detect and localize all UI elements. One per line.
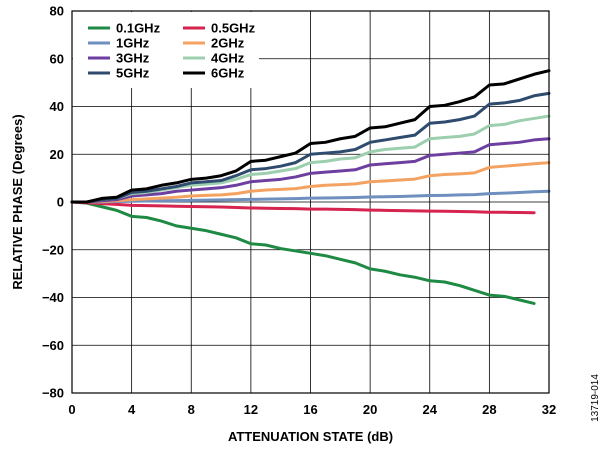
x-tick-label: 16	[303, 402, 317, 417]
legend-label: 1GHz	[116, 36, 150, 51]
y-tick-labels: −80 −60 −40 −20 0 20 40 60 80	[42, 4, 64, 401]
legend-label: 0.5GHz	[211, 21, 256, 36]
y-tick-label: −80	[42, 386, 64, 401]
series-line-1ghz	[70, 189, 551, 204]
series-line-2ghz	[70, 161, 551, 204]
legend-label: 5GHz	[116, 66, 150, 81]
legend-label: 0.1GHz	[116, 21, 161, 36]
y-tick-label: 20	[50, 147, 64, 162]
series-line-5ghz	[70, 91, 551, 204]
figure-id: 13719-014	[590, 374, 601, 422]
y-tick-label: 60	[50, 51, 64, 66]
x-axis-title: ATTENUATION STATE (dB)	[228, 429, 393, 444]
y-tick-label: 40	[50, 99, 64, 114]
x-tick-label: 20	[363, 402, 377, 417]
x-tick-label: 28	[482, 402, 496, 417]
x-tick-label: 32	[542, 402, 556, 417]
legend-label: 4GHz	[211, 51, 245, 66]
y-tick-label: −20	[42, 242, 64, 257]
x-tick-label: 8	[188, 402, 195, 417]
y-tick-label: −60	[42, 338, 64, 353]
series-line-0-5ghz	[70, 200, 536, 215]
legend-label: 6GHz	[211, 66, 245, 81]
series-line-3ghz	[70, 137, 551, 204]
legend-label: 2GHz	[211, 36, 245, 51]
legend-background	[73, 12, 259, 88]
plot-lines	[70, 69, 551, 305]
legend: 0.1GHz 0.5GHz 1GHz 2GHz 3GHz 4GHz 5GHz 6GHz	[73, 12, 259, 88]
x-tick-label: 0	[68, 402, 75, 417]
series-line-6ghz	[70, 69, 551, 204]
y-tick-label: 80	[50, 4, 64, 19]
y-tick-label: 0	[57, 195, 64, 210]
x-tick-label: 12	[244, 402, 258, 417]
plot-frame	[71, 10, 550, 394]
y-axis-title: RELATIVE PHASE (Degrees)	[10, 114, 25, 289]
x-tick-label: 24	[423, 402, 438, 417]
y-tick-label: −40	[42, 290, 64, 305]
x-tick-labels: 0 4 8 12 16 20 24 28 32	[68, 402, 556, 417]
x-tick-label: 4	[128, 402, 136, 417]
legend-label: 3GHz	[116, 51, 150, 66]
series-line-0-1ghz	[70, 200, 536, 305]
